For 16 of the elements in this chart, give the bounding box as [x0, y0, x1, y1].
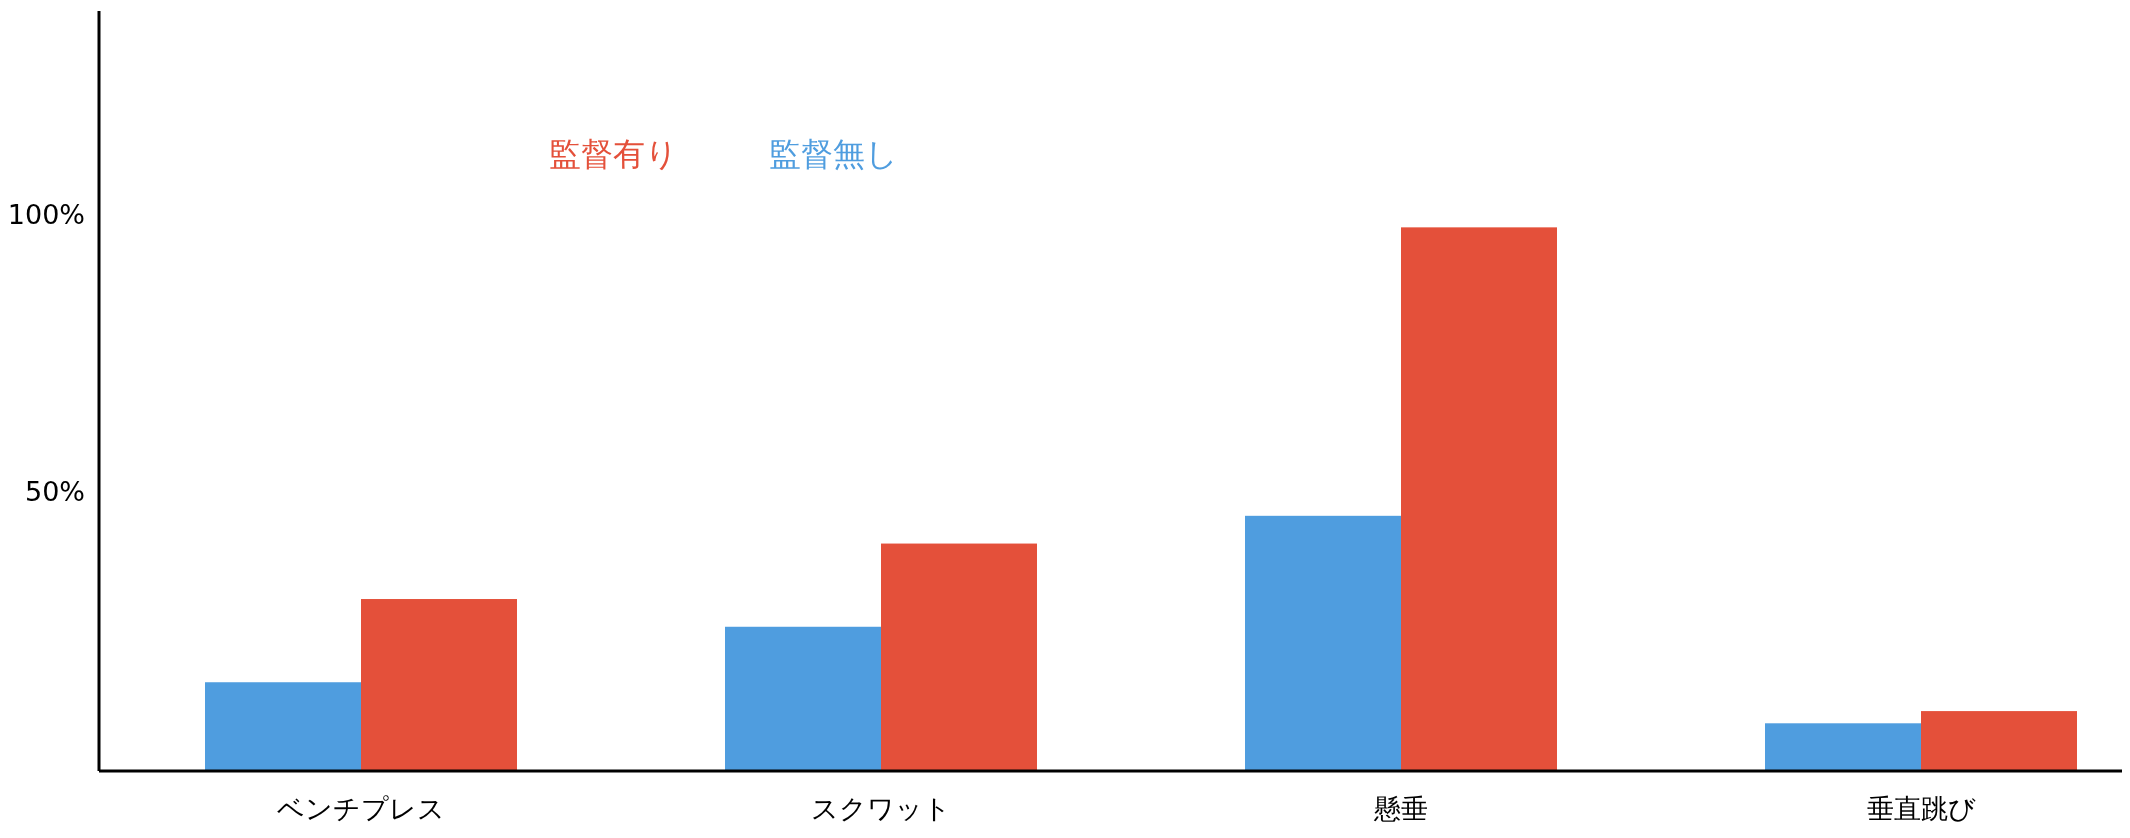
bar: [881, 543, 1037, 771]
bar: [1245, 515, 1401, 771]
bar: [1401, 227, 1557, 771]
bar: [205, 682, 361, 771]
y-tick-label: 50%: [24, 476, 85, 508]
bar: [1921, 711, 2077, 771]
text: 監督有り: [549, 135, 678, 173]
text: 監督無し: [769, 135, 898, 173]
bar: [1765, 723, 1921, 771]
x-tick-label: 懸垂: [1373, 793, 1428, 824]
x-tick-label: ベンチプレス: [277, 793, 445, 824]
bar: [361, 599, 517, 771]
x-tick-label: 垂直跳び: [1866, 793, 1976, 824]
y-tick-label: 100%: [7, 198, 85, 230]
bar: [725, 626, 881, 771]
x-tick-label: スクワット: [811, 793, 951, 824]
